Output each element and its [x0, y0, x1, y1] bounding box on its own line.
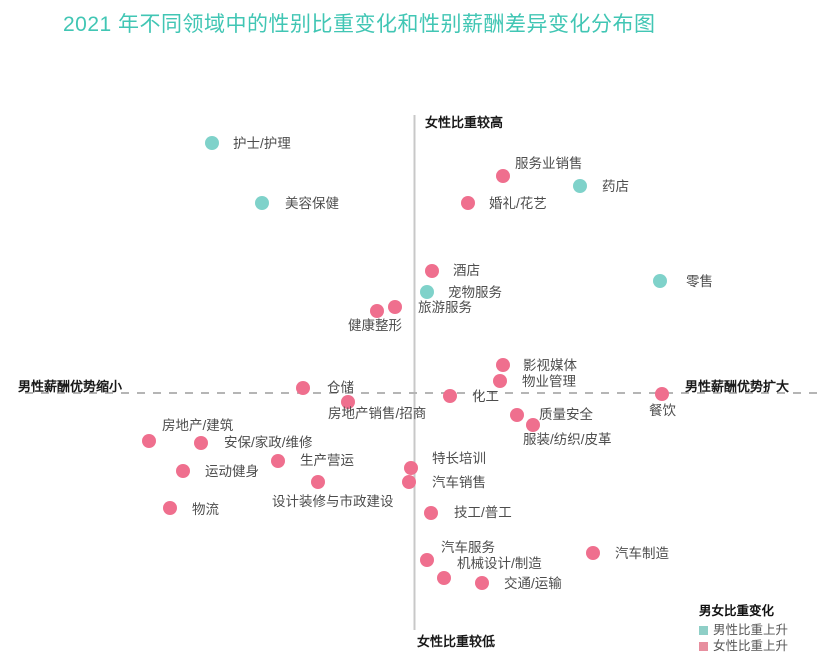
- data-point-dot[interactable]: [461, 196, 475, 210]
- data-point-dot[interactable]: [586, 546, 600, 560]
- data-point-dot[interactable]: [402, 475, 416, 489]
- data-point-label: 特长培训: [432, 451, 486, 466]
- data-point-label: 汽车销售: [432, 475, 486, 490]
- data-point-label: 安保/家政/维修: [224, 435, 313, 450]
- data-point-dot[interactable]: [653, 274, 667, 288]
- data-point-label: 机械设计/制造: [457, 556, 542, 571]
- chart-title: 2021 年不同领域中的性别比重变化和性别薪酬差异变化分布图: [63, 13, 656, 36]
- data-point-dot[interactable]: [493, 374, 507, 388]
- data-point-dot[interactable]: [205, 136, 219, 150]
- axis-label-right: 男性薪酬优势扩大: [685, 379, 790, 394]
- female-up-swatch-icon: [699, 641, 708, 651]
- data-point-dot[interactable]: [404, 461, 418, 475]
- axis-label-top: 女性比重较高: [425, 115, 504, 130]
- data-point-dot[interactable]: [424, 506, 438, 520]
- data-point-dot[interactable]: [341, 395, 355, 409]
- axis-label-bottom: 女性比重较低: [417, 634, 496, 649]
- data-point-label: 汽车服务: [441, 540, 495, 555]
- data-point-dot[interactable]: [437, 571, 451, 585]
- data-point-dot[interactable]: [176, 464, 190, 478]
- legend-item-label: 女性比重上升: [713, 639, 789, 653]
- data-point-label: 护士/护理: [233, 136, 291, 151]
- legend-item-male-up[interactable]: 男性比重上升: [699, 622, 788, 638]
- data-point-dot[interactable]: [271, 454, 285, 468]
- data-point-dot[interactable]: [496, 358, 510, 372]
- data-point-label: 设计装修与市政建设: [272, 494, 394, 509]
- data-point-label: 质量安全: [539, 407, 593, 422]
- data-point-label: 影视媒体: [523, 358, 577, 373]
- data-point-label: 服务业销售: [515, 156, 583, 171]
- data-point-label: 运动健身: [205, 464, 259, 479]
- data-point-label: 物流: [192, 502, 219, 517]
- data-point-label: 宠物服务: [448, 285, 502, 300]
- data-point-dot[interactable]: [510, 408, 524, 422]
- data-point-dot[interactable]: [255, 196, 269, 210]
- data-point-label: 汽车制造: [615, 546, 669, 561]
- data-point-dot[interactable]: [420, 285, 434, 299]
- data-point-dot[interactable]: [194, 436, 208, 450]
- data-point-dot[interactable]: [311, 475, 325, 489]
- data-point-label: 物业管理: [522, 374, 576, 389]
- data-point-dot[interactable]: [163, 501, 177, 515]
- data-point-dot[interactable]: [425, 264, 439, 278]
- data-point-label: 药店: [602, 179, 629, 194]
- data-point-label: 房地产销售/招商: [328, 406, 427, 421]
- data-point-label: 房地产/建筑: [162, 418, 234, 433]
- legend-title: 男女比重变化: [699, 604, 775, 618]
- male-up-swatch-icon: [699, 625, 708, 635]
- data-point-dot[interactable]: [296, 381, 310, 395]
- axis-label-left: 男性薪酬优势缩小: [18, 379, 123, 394]
- data-point-label: 酒店: [453, 263, 480, 278]
- data-point-dot[interactable]: [496, 169, 510, 183]
- data-point-label: 仓储: [327, 380, 354, 395]
- data-point-dot[interactable]: [370, 304, 384, 318]
- data-point-label: 生产营运: [300, 453, 354, 468]
- data-point-label: 婚礼/花艺: [489, 196, 547, 211]
- data-point-label: 服装/纺织/皮革: [523, 432, 612, 447]
- legend-item-female-up[interactable]: 女性比重上升: [699, 638, 788, 654]
- legend-item-label: 男性比重上升: [713, 623, 789, 637]
- data-point-dot[interactable]: [475, 576, 489, 590]
- data-point-dot[interactable]: [420, 553, 434, 567]
- data-point-label: 旅游服务: [418, 300, 472, 315]
- data-point-label: 技工/普工: [454, 505, 512, 520]
- legend: 男女比重变化 男性比重上升 女性比重上升: [699, 600, 788, 654]
- data-point-label: 交通/运输: [504, 576, 562, 591]
- data-point-dot[interactable]: [142, 434, 156, 448]
- data-point-dot[interactable]: [388, 300, 402, 314]
- data-point-dot[interactable]: [526, 418, 540, 432]
- data-point-label: 美容保健: [285, 196, 339, 211]
- data-point-label: 零售: [686, 274, 713, 289]
- data-point-label: 健康整形: [348, 318, 402, 333]
- data-point-label: 化工: [472, 389, 499, 404]
- data-point-dot[interactable]: [443, 389, 457, 403]
- data-point-dot[interactable]: [573, 179, 587, 193]
- data-point-dot[interactable]: [655, 387, 669, 401]
- data-point-label: 餐饮: [649, 403, 676, 418]
